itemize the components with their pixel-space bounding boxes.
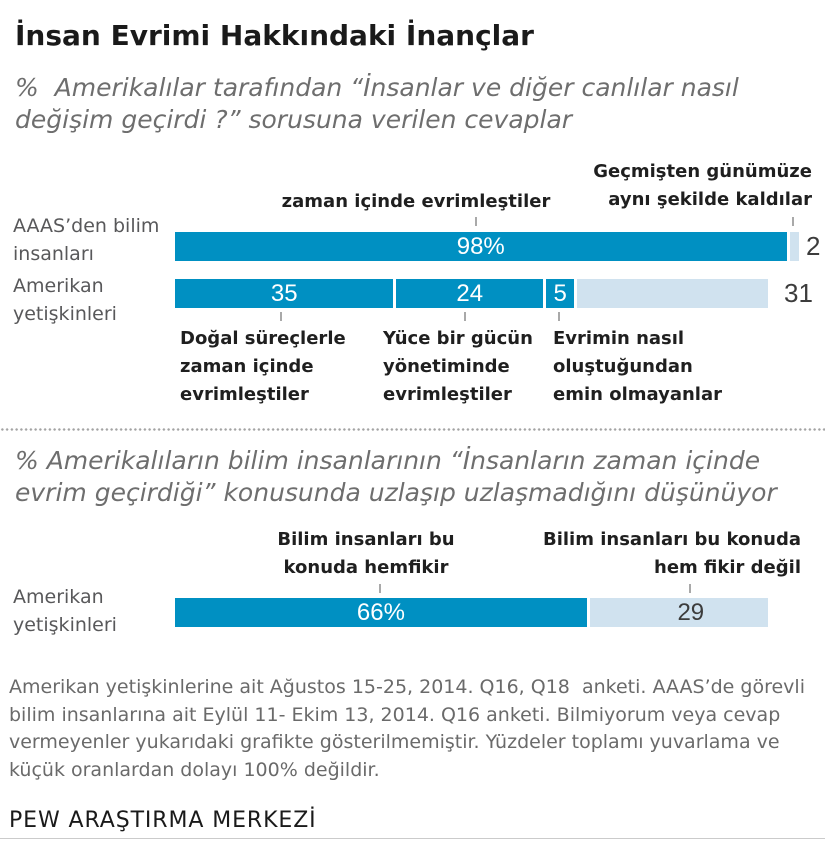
- chart1-subtitle-line2: değişim geçirdi ?” sorusuna verilen ceva…: [15, 105, 573, 134]
- legend-natural-processes: Doğal süreçlerle zaman içinde evrimleşti…: [180, 325, 346, 409]
- legend-line: Yüce bir gücün: [383, 328, 533, 349]
- tick-mark: [792, 217, 794, 226]
- annotation-stayed-same-line1: Geçmişten günümüze: [593, 161, 812, 182]
- annotation-disagree-line1: Bilim insanları bu konuda: [542, 529, 801, 550]
- bar-outside-value: 31: [784, 278, 813, 308]
- source-attribution: PEW ARAŞTIRMA MERKEZİ: [9, 808, 317, 833]
- annotation-disagree: Bilim insanları bu konuda hem fikir deği…: [543, 526, 801, 582]
- annotation-agree-line1: Bilim insanları bu: [277, 529, 455, 550]
- annotation-disagree-line2: hem fikir değil: [654, 557, 801, 578]
- footnote-line: küçük oranlardan dolayı 100% değildir.: [9, 759, 380, 782]
- bar-value-label: 35: [270, 280, 298, 307]
- tick-mark: [280, 312, 282, 321]
- footnote-line: Amerikan yetişkinlerine ait Ağustos 15-2…: [9, 676, 805, 698]
- legend-line: oluştuğundan: [553, 356, 693, 377]
- chart1-subtitle-line1: % Amerikalılar tarafından “İnsanlar ve d…: [15, 73, 739, 102]
- row-label-line: Amerikan: [13, 275, 104, 297]
- annotation-agree: Bilim insanları bu konuda hemfikir: [277, 526, 454, 582]
- legend-line: yönetiminde: [383, 356, 510, 377]
- tick-mark: [379, 584, 381, 593]
- row-label-line: yetişkinleri: [13, 303, 117, 325]
- bar-value-label: 24: [456, 280, 484, 307]
- bar-segment: 66%: [175, 598, 587, 627]
- bar-value-label: 5: [553, 280, 567, 307]
- chart2-subtitle: % Amerikalıların bilim insanlarının “İns…: [15, 445, 777, 509]
- legend-line: Evrimin nasıl: [553, 328, 685, 349]
- bar-value-label: 66%: [356, 599, 405, 626]
- bar-scientists: 98%: [175, 232, 799, 261]
- row-label-adults: Amerikan yetişkinleri: [13, 272, 117, 328]
- bar-outside-value: 2: [806, 231, 821, 261]
- legend-unsure: Evrimin nasıl oluştuğundan emin olmayanl…: [553, 325, 722, 409]
- row-label-line: insanları: [13, 243, 94, 265]
- chart1-subtitle: % Amerikalılar tarafından “İnsanlar ve d…: [15, 72, 739, 136]
- annotation-stayed-same-line2: aynı şekilde kaldılar: [608, 189, 812, 210]
- bar-segment: 24: [393, 279, 544, 308]
- row-label-line: yetişkinleri: [13, 614, 117, 636]
- chart2-subtitle-line2: evrim geçirdiği” konusunda uzlaşıp uzlaş…: [15, 478, 777, 507]
- bar-adults-consensus: 66% 29: [175, 598, 768, 627]
- bar-segment: [786, 232, 799, 261]
- footnote-line: bilim insanlarına ait Eylül 11- Ekim 13,…: [9, 703, 781, 726]
- tick-mark: [464, 312, 466, 321]
- annotation-evolved: zaman içinde evrimleştiler: [281, 191, 551, 212]
- dotted-divider: [0, 428, 825, 431]
- row-label-adults2: Amerikan yetişkinleri: [13, 583, 117, 639]
- legend-line: zaman içinde: [180, 356, 314, 377]
- bar-adults: 35 24 5: [175, 279, 768, 308]
- legend-supreme-being: Yüce bir gücün yönetiminde evrimleştiler: [383, 325, 533, 409]
- bar-segment: 5: [543, 279, 575, 308]
- bar-value-label: 29: [677, 599, 705, 626]
- chart2-subtitle-line1: % Amerikalıların bilim insanlarının “İns…: [15, 446, 761, 475]
- bottom-rule: [0, 838, 825, 839]
- bar-segment: 35: [175, 279, 394, 308]
- legend-line: evrimleştiler: [383, 384, 512, 405]
- legend-line: emin olmayanlar: [553, 384, 722, 405]
- footnote: Amerikan yetişkinlerine ait Ağustos 15-2…: [9, 674, 805, 785]
- tick-mark: [689, 584, 691, 593]
- bar-value-label: 98%: [456, 233, 505, 260]
- bar-segment: [574, 279, 768, 308]
- legend-line: Doğal süreçlerle: [180, 328, 346, 349]
- annotation-agree-line2: konuda hemfikir: [283, 557, 449, 578]
- footnote-line: vermeyenler yukarıdaki grafikte gösteril…: [9, 731, 780, 754]
- legend-line: evrimleştiler: [180, 384, 309, 405]
- bar-segment: 98%: [175, 232, 787, 261]
- row-label-scientists: AAAS’den bilim insanları: [13, 212, 159, 268]
- tick-mark: [558, 312, 560, 321]
- page-title: İnsan Evrimi Hakkındaki İnançlar: [15, 19, 534, 52]
- row-label-line: AAAS’den bilim: [13, 215, 160, 237]
- bar-segment: 29: [586, 598, 768, 627]
- row-label-line: Amerikan: [13, 586, 104, 608]
- tick-mark: [475, 217, 477, 226]
- annotation-stayed-same: Geçmişten günümüze aynı şekilde kaldılar: [593, 158, 812, 214]
